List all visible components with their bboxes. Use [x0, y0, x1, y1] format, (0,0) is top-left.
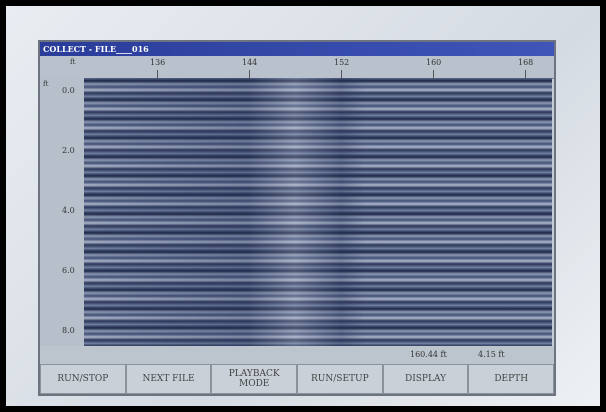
radargram	[84, 78, 552, 346]
status-bar: 160.44 ft 4.15 ft	[40, 346, 554, 364]
soft-key[interactable]: DEPTH	[468, 364, 554, 394]
depth-tick-label: 4.0	[62, 206, 75, 215]
unit: ft	[43, 80, 48, 88]
ruler-mark	[157, 70, 158, 78]
soft-key[interactable]: NEXT FILE	[126, 364, 212, 394]
soft-key[interactable]: DISPLAY	[383, 364, 469, 394]
ruler-mark	[433, 70, 434, 78]
status-readout: 4.15 ft	[478, 350, 505, 359]
device-photo: COLLECT - FILE____016 ft 136 144 152 160 168…	[0, 0, 606, 412]
status-readout: 160.44 ft	[410, 350, 447, 359]
soft-key[interactable]: RUN/SETUP	[297, 364, 383, 394]
ruler-mark	[341, 70, 342, 78]
unit: ft	[70, 58, 75, 66]
ruler-mark	[249, 70, 250, 78]
ruler-mark	[525, 70, 526, 78]
soft-key[interactable]: RUN/STOP	[40, 364, 126, 394]
depth-tick-label: 2.0	[62, 146, 75, 155]
depth-tick-label: 0.0	[62, 86, 75, 95]
distance-tick-label: 160	[426, 58, 441, 67]
distance-ruler: ft 136 144 152 160 168	[40, 56, 554, 79]
distance-tick-label: 144	[242, 58, 257, 67]
depth-tick-label: 8.0	[62, 326, 75, 335]
page: COLLECT - FILE____016 ft 136 144 152 160 168…	[0, 0, 606, 412]
depth-tick-label: 6.0	[62, 266, 75, 275]
title-bar: COLLECT - FILE____016	[40, 42, 554, 56]
distance-tick-label: 152	[334, 58, 349, 67]
depth-axis: ft 0.0 2.0 4.0 6.0 8.0	[40, 78, 84, 346]
screen: COLLECT - FILE____016 ft 136 144 152 160 168…	[38, 40, 556, 396]
distance-tick-label: 136	[150, 58, 165, 67]
distance-tick-label: 168	[518, 58, 533, 67]
soft-key[interactable]: PLAYBACK MODE	[211, 364, 297, 394]
